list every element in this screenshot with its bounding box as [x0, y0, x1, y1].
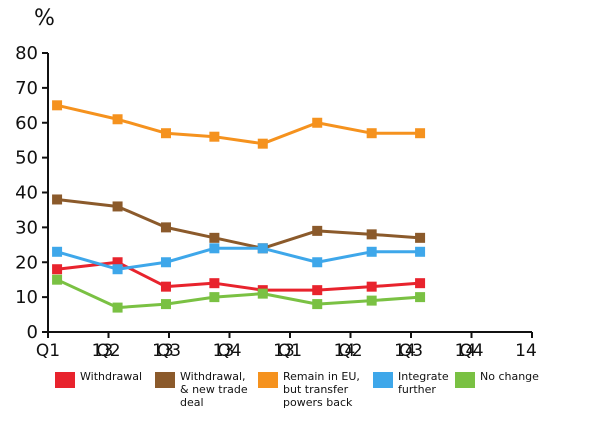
y-unit-label: %: [34, 6, 55, 31]
data-point-2-2: [160, 128, 171, 139]
y-tick-label: 40: [15, 183, 38, 204]
data-point-1-3: [209, 232, 220, 243]
data-point-4-5: [312, 299, 323, 310]
data-point-3-4: [257, 243, 268, 254]
data-point-1-5: [312, 225, 323, 236]
x-tick-label: Q3: [399, 341, 423, 361]
x-tick-label: 14: [515, 341, 537, 361]
legend-label: Withdrawal: [80, 370, 143, 383]
x-tick-label: 13: [152, 341, 174, 361]
data-point-1-7: [415, 232, 426, 243]
data-point-0-3: [209, 278, 220, 289]
x-tick-label: 13: [213, 341, 235, 361]
legend-item: Withdrawal: [55, 370, 142, 388]
x-tick-label: Q3: [157, 341, 181, 361]
data-point-3-7: [415, 246, 426, 257]
data-point-1-1: [112, 201, 123, 212]
x-tick-label: 13: [273, 341, 295, 361]
y-tick-label: 10: [15, 287, 38, 308]
y-tick-label: 20: [15, 252, 38, 273]
x-tick-label: 14: [455, 341, 477, 361]
y-tick-label: 30: [15, 217, 38, 238]
legend-swatch: [55, 372, 75, 388]
legend-item: No change: [455, 370, 539, 388]
legend-swatch: [373, 372, 393, 388]
legend-swatch: [155, 372, 175, 388]
x-tick-label: 14: [334, 341, 356, 361]
series-line-4: [56, 278, 421, 310]
y-tick-label: 50: [15, 148, 38, 169]
legend-label: Remain in EU, but transfer powers back: [283, 370, 360, 409]
data-point-0-7: [415, 278, 426, 289]
legend-label: Integrate further: [398, 370, 449, 396]
series-line-2: [56, 103, 421, 146]
legend-label: Withdrawal, & new trade deal: [180, 370, 248, 409]
data-point-0-6: [366, 281, 377, 292]
data-point-1-2: [160, 222, 171, 233]
x-tick-label: 14: [394, 341, 416, 361]
data-point-0-1: [112, 257, 123, 268]
data-point-3-0: [52, 246, 63, 257]
y-tick-label: 70: [15, 78, 38, 99]
data-point-2-6: [366, 128, 377, 139]
x-tick-label: Q1: [36, 341, 60, 361]
series-line-3: [56, 246, 421, 271]
data-point-2-7: [415, 128, 426, 139]
series-group: [52, 100, 426, 313]
legend: Withdrawal Withdrawal, & new trade deal Re…: [0, 370, 600, 425]
data-point-2-4: [257, 138, 268, 149]
data-point-0-2: [160, 281, 171, 292]
x-tick-label: Q4: [217, 341, 241, 361]
data-point-0-0: [52, 264, 63, 275]
data-point-4-0: [52, 274, 63, 285]
data-point-4-6: [366, 295, 377, 306]
data-point-3-5: [312, 257, 323, 268]
data-point-2-0: [52, 100, 63, 111]
y-tick-label: 80: [15, 43, 38, 64]
data-point-4-2: [160, 299, 171, 310]
data-point-3-2: [160, 257, 171, 268]
data-point-1-0: [52, 194, 63, 205]
data-point-2-1: [112, 114, 123, 125]
x-tick-label: 13: [92, 341, 114, 361]
legend-item: Remain in EU, but transfer powers back: [258, 370, 360, 409]
data-point-4-7: [415, 292, 426, 303]
data-point-2-5: [312, 117, 323, 128]
data-point-3-3: [209, 243, 220, 254]
legend-swatch: [258, 372, 278, 388]
data-point-3-6: [366, 246, 377, 257]
series-line-0: [56, 260, 421, 292]
data-point-0-5: [312, 285, 323, 296]
legend-item: Withdrawal, & new trade deal: [155, 370, 248, 409]
x-tick-label: Q2: [338, 341, 362, 361]
y-tick-label: 60: [15, 113, 38, 134]
x-tick-label: Q4: [459, 341, 483, 361]
legend-swatch: [455, 372, 475, 388]
data-point-4-1: [112, 302, 123, 313]
data-point-2-3: [209, 131, 220, 142]
legend-item: Integrate further: [373, 370, 449, 396]
data-point-3-1: [112, 264, 123, 275]
y-tick-label: 0: [27, 322, 38, 343]
legend-label: No change: [480, 370, 539, 383]
data-point-4-3: [209, 292, 220, 303]
series-line-1: [56, 197, 421, 250]
data-point-1-6: [366, 229, 377, 240]
x-tick-label: Q2: [96, 341, 120, 361]
data-point-4-4: [257, 288, 268, 299]
x-tick-label: Q1: [278, 341, 302, 361]
